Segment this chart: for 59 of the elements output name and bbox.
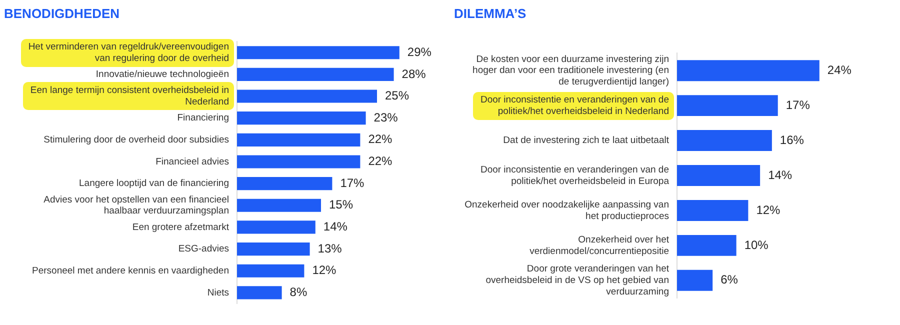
y-tick-label: Langere looptijd van de financiering (79, 178, 229, 190)
bar (237, 68, 394, 81)
bar (677, 270, 713, 291)
data-label: 16% (780, 132, 804, 147)
bar (677, 200, 748, 221)
y-tick-label: Door inconsistentie en veranderingen van de politiek/het overheidsbeleid in Europa (480, 164, 670, 187)
y-tick-label: Personeel met andere kennis en vaardigheden (32, 265, 229, 276)
data-label: 29% (407, 44, 432, 59)
data-label: 8% (290, 285, 308, 299)
y-tick-label: Financieel advies (156, 156, 230, 168)
bar (677, 95, 778, 116)
y-tick-label: Een lange termijn consistent overheidsbeleid in Nederland (30, 85, 229, 108)
bar (237, 90, 377, 103)
y-tick-label: Innovatie/nieuwe technologieën (96, 69, 229, 80)
data-label: 14% (323, 220, 348, 234)
data-label: 10% (744, 238, 769, 252)
bar (237, 242, 310, 256)
data-label: 13% (318, 241, 342, 256)
text: BENODIGDHEDEN (4, 6, 120, 21)
bar (677, 165, 760, 186)
y-tick-label: Financiering (177, 112, 229, 124)
y-tick-label: Stimulering door de overheid door subsidies (44, 134, 230, 146)
data-label: 22% (368, 154, 393, 168)
data-label: 14% (768, 168, 792, 182)
data-label: 28% (402, 66, 426, 81)
bar (237, 286, 282, 300)
bar (677, 60, 820, 82)
bar (237, 46, 400, 60)
data-label: 15% (329, 198, 354, 212)
data-label: 23% (374, 110, 398, 124)
y-tick-label: Een grotere afzetmarkt (132, 222, 230, 233)
y-tick-label: Advies voor het opstellen van een financieel haalbaar verduurzamingsplan (44, 194, 229, 217)
data-label: 22% (368, 132, 393, 146)
text: DILEMMA’S (454, 6, 526, 21)
data-label: 25% (385, 88, 410, 103)
bar (237, 112, 366, 125)
y-tick-label: ESG-advies (178, 244, 230, 255)
bar (237, 177, 332, 190)
data-label: 17% (340, 176, 365, 190)
y-tick-label: Door inconsistentie en veranderingen van de politiek/het overheidsbeleid in Nederland (480, 94, 669, 117)
data-label: 12% (312, 263, 337, 278)
bar (677, 130, 772, 152)
y-tick-label: Onzekerheid over noodzakelijke aanpassing van het productieproces (464, 199, 670, 222)
y-tick-label: De kosten voor een duurzame investering zijn hoger dan voor een traditionele investering (en de terugverdientijd langer) (472, 54, 669, 88)
data-label: 6% (720, 272, 738, 287)
bar (237, 220, 316, 234)
y-tick-label: Dat de investering zich te laat uitbetaalt (503, 135, 670, 146)
bar (677, 234, 736, 256)
data-label: 24% (827, 62, 852, 77)
y-tick-label: Onzekerheid over het verdienmodel/concurrentiepositie (530, 234, 670, 257)
y-tick-label: Niets (207, 287, 230, 298)
y-tick-label: Door grote veranderingen van het overheidsbeleid in de VS op het gebied van verduurzaming (486, 264, 670, 298)
bar (237, 264, 304, 278)
data-label: 17% (786, 98, 810, 112)
bar (237, 155, 360, 168)
data-label: 12% (756, 202, 781, 217)
bar (237, 133, 360, 146)
bar (237, 198, 321, 212)
y-tick-label: Het verminderen van regeldruk/vereenvoudigen van regulering door de overheid (28, 42, 229, 64)
